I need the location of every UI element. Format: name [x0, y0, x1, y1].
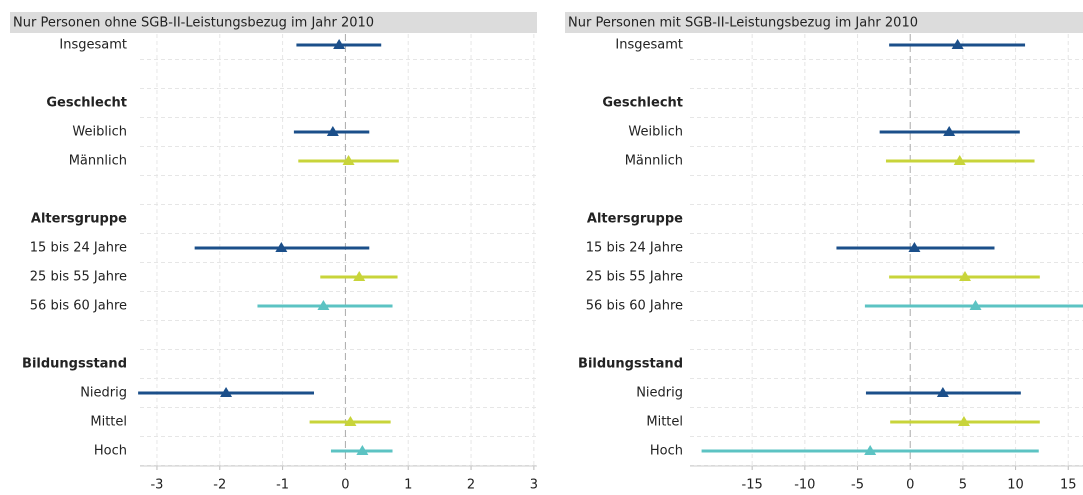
panel-title: Nur Personen ohne SGB-II-Leistungsbezug … — [13, 16, 374, 31]
x-tick-label: 5 — [959, 478, 967, 493]
group-label: Geschlecht — [46, 96, 127, 111]
category-label: Hoch — [650, 444, 683, 459]
x-tick-label: -2 — [213, 478, 226, 493]
category-label: 25 bis 55 Jahre — [30, 270, 127, 285]
point-estimate — [958, 271, 971, 281]
point-estimate — [344, 416, 357, 426]
group-label: Altersgruppe — [587, 212, 683, 227]
point-estimate — [957, 416, 970, 426]
x-tick-label: -3 — [150, 478, 163, 493]
category-label: Mittel — [90, 415, 127, 430]
x-tick-label: 15 — [1060, 478, 1077, 493]
category-label: Insgesamt — [59, 38, 127, 53]
category-label: 15 bis 24 Jahre — [30, 241, 127, 256]
point-estimate — [951, 39, 964, 49]
group-label: Altersgruppe — [31, 212, 127, 227]
group-label: Geschlecht — [602, 96, 683, 111]
point-estimate — [936, 387, 949, 397]
group-label: Bildungsstand — [22, 357, 127, 372]
point-estimate — [220, 387, 233, 397]
point-estimate — [342, 155, 355, 165]
category-label: Niedrig — [636, 386, 683, 401]
point-estimate — [275, 242, 288, 252]
x-tick-label: -1 — [276, 478, 289, 493]
x-tick-label: 0 — [341, 478, 349, 493]
x-tick-label: 10 — [1007, 478, 1024, 493]
point-estimate — [953, 155, 966, 165]
point-estimate — [969, 300, 982, 310]
title-bar — [565, 12, 1083, 33]
panel-title: Nur Personen mit SGB-II-Leistungsbezug i… — [568, 16, 918, 31]
group-label: Bildungsstand — [578, 357, 683, 372]
x-tick-label: 3 — [530, 478, 538, 493]
category-label: 56 bis 60 Jahre — [586, 299, 683, 314]
category-label: Weiblich — [72, 125, 127, 140]
category-label: 15 bis 24 Jahre — [586, 241, 683, 256]
category-label: Mittel — [646, 415, 683, 430]
x-tick-label: 0 — [906, 478, 914, 493]
point-estimate — [356, 445, 369, 455]
point-estimate — [864, 445, 877, 455]
x-tick-label: 2 — [467, 478, 475, 493]
x-tick-label: -10 — [794, 478, 815, 493]
category-label: Hoch — [94, 444, 127, 459]
category-label: Männlich — [69, 154, 127, 169]
point-estimate — [326, 126, 339, 136]
x-tick-label: -5 — [851, 478, 864, 493]
category-label: Männlich — [625, 154, 683, 169]
title-bar — [10, 12, 537, 33]
point-estimate — [943, 126, 956, 136]
point-estimate — [317, 300, 330, 310]
point-estimate — [333, 39, 346, 49]
category-label: 56 bis 60 Jahre — [30, 299, 127, 314]
category-label: Insgesamt — [615, 38, 683, 53]
category-label: Niedrig — [80, 386, 127, 401]
x-tick-label: 1 — [404, 478, 412, 493]
x-tick-label: -15 — [742, 478, 763, 493]
category-label: 25 bis 55 Jahre — [586, 270, 683, 285]
category-label: Weiblich — [628, 125, 683, 140]
point-estimate — [353, 271, 366, 281]
point-estimate — [908, 242, 921, 252]
